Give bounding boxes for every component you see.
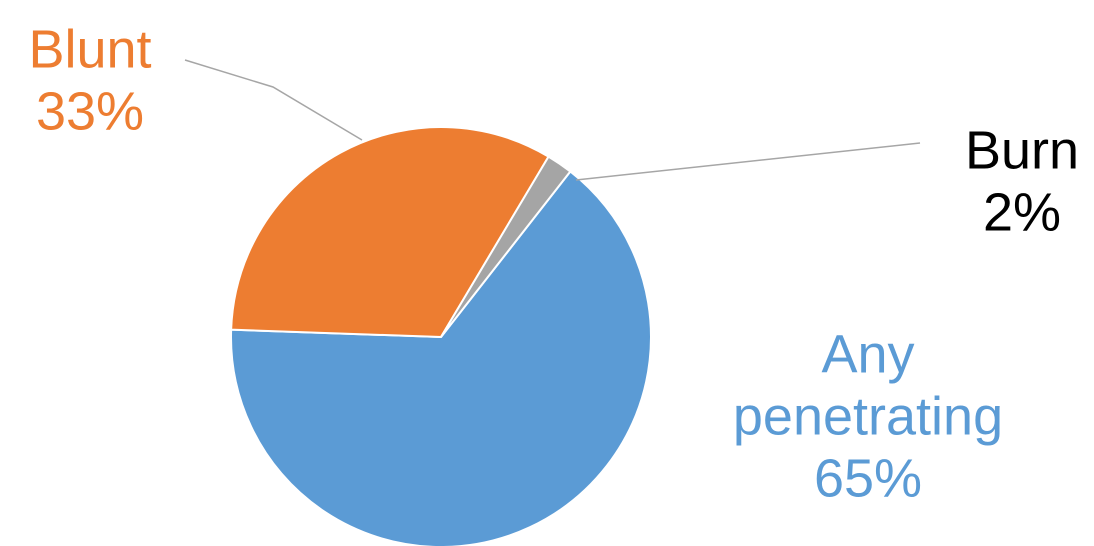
pie-slices: [230, 126, 653, 546]
pie-slice-any-penetrating: [230, 170, 653, 546]
data-label-value-burn: 2%: [983, 182, 1061, 242]
data-label-name-any-penetrating: Any: [821, 324, 914, 384]
leader-lines: [184, 59, 921, 181]
leader-line-blunt: [184, 59, 363, 141]
leader-line-burn: [575, 142, 921, 181]
data-label-name-burn: Burn: [965, 120, 1079, 180]
data-label-name-any-penetrating: penetrating: [733, 386, 1003, 446]
data-label-name-blunt: Blunt: [28, 19, 151, 79]
pie-slice-burn: [440, 155, 572, 338]
data-label-value-any-penetrating: 65%: [814, 448, 922, 508]
pie-slice-blunt: [230, 126, 550, 339]
data-label-value-blunt: 33%: [36, 81, 144, 141]
